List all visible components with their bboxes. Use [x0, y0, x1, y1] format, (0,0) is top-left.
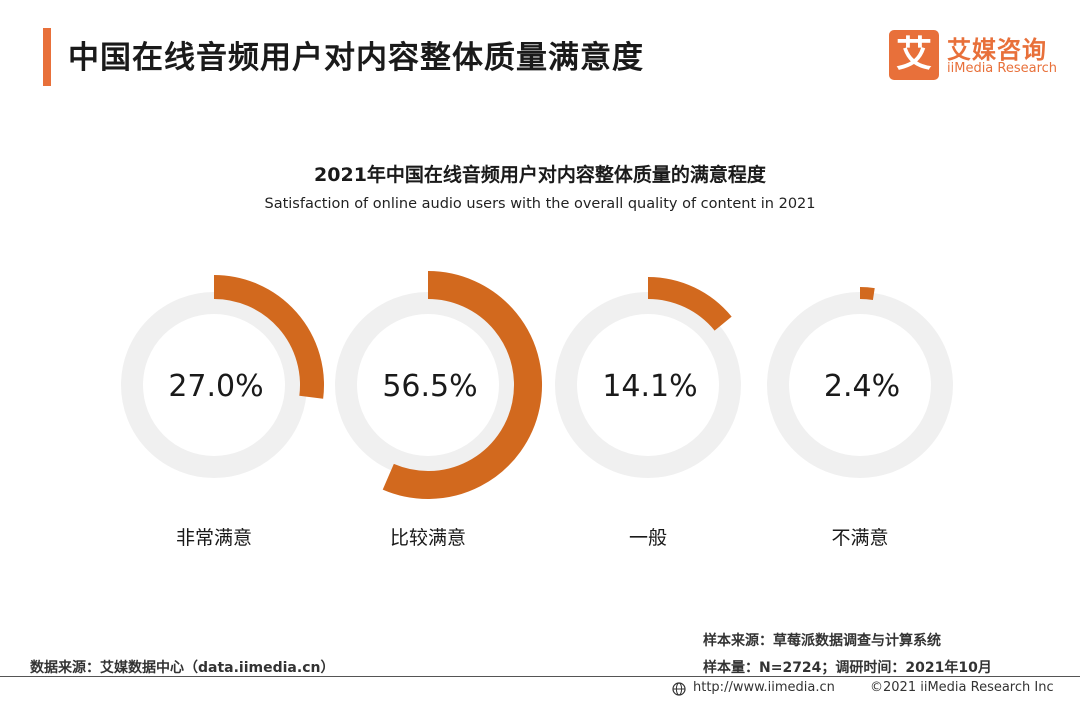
brand-mark-icon: 艾 — [889, 30, 939, 80]
sample-size: 样本量：N=2724；调研时间：2021年10月 — [703, 660, 992, 676]
page-title: 中国在线音频用户对内容整体质量满意度 — [68, 40, 644, 76]
donut-value-neutral: 14.1% — [602, 369, 697, 404]
donut-arc-very-satisfied — [213, 275, 324, 399]
donut-value-dissatisfied: 2.4% — [824, 369, 900, 404]
footer-url: http://www.iimedia.cn — [693, 680, 835, 695]
donut-label-fairly-satisfied: 比较满意 — [390, 527, 466, 549]
chart-title: 2021年中国在线音频用户对内容整体质量的满意程度 — [314, 164, 766, 186]
donut-label-dissatisfied: 不满意 — [831, 527, 888, 549]
donut-label-very-satisfied: 非常满意 — [176, 527, 252, 549]
footer-divider — [0, 676, 1080, 677]
globe-icon — [672, 682, 686, 696]
sample-source: 样本来源：草莓派数据调查与计算系统 — [703, 633, 941, 649]
donut-chart-group: 27.0% 非常满意 56.5% 比较满意 14.1% 一般 2.4% 不满意 — [121, 271, 953, 549]
donut-label-neutral: 一般 — [629, 527, 667, 549]
donut-track-dissatisfied — [767, 292, 953, 478]
footer-copyright: ©2021 iiMedia Research Inc — [870, 680, 1054, 695]
chart-subtitle: Satisfaction of online audio users with … — [264, 196, 816, 212]
donut-arc-dissatisfied — [859, 287, 875, 300]
donut-arc-fairly-satisfied — [382, 271, 542, 499]
brand-name-en: iiMedia Research — [947, 61, 1058, 76]
donut-track-very-satisfied — [121, 292, 307, 478]
brand-name: 艾媒咨询 — [947, 36, 1047, 64]
donut-value-fairly-satisfied: 56.5% — [382, 369, 477, 404]
donut-track-neutral — [555, 292, 741, 478]
brand-logo: 艾 艾媒咨询 iiMedia Research — [889, 28, 1064, 84]
donut-value-very-satisfied: 27.0% — [168, 369, 263, 404]
donut-track-fairly-satisfied — [335, 292, 521, 478]
title-accent-bar — [43, 28, 51, 86]
donut-arc-neutral — [647, 277, 732, 331]
data-source: 数据来源：艾媒数据中心（data.iimedia.cn） — [30, 660, 335, 676]
